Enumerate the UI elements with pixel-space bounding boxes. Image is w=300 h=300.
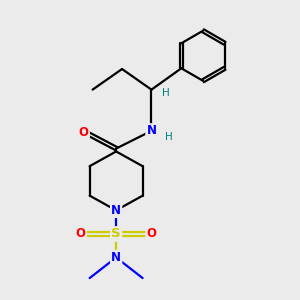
Text: H: H [165, 132, 172, 142]
Text: O: O [146, 227, 157, 240]
Text: O: O [76, 227, 86, 240]
Text: N: N [146, 124, 157, 137]
Text: H: H [162, 88, 170, 98]
Text: N: N [111, 251, 121, 264]
Text: O: O [79, 126, 89, 139]
Text: N: N [111, 204, 121, 217]
Text: S: S [111, 227, 121, 240]
